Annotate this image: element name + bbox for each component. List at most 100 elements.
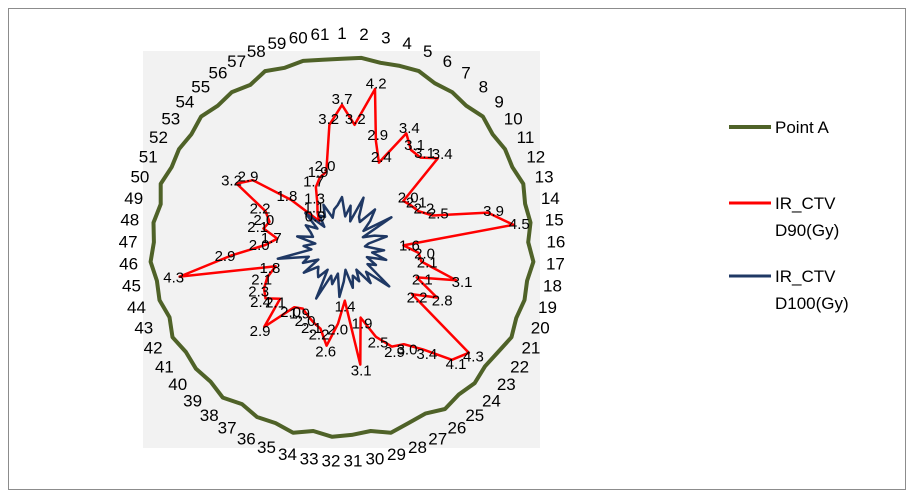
category-label: 28 <box>408 438 427 457</box>
category-label: 8 <box>479 77 488 96</box>
category-label: 37 <box>218 419 237 438</box>
data-label: 2.4 <box>371 149 392 166</box>
category-label: 35 <box>257 438 276 457</box>
data-label: 4.2 <box>366 75 387 92</box>
series-line-1 <box>148 55 536 439</box>
series-line-2 <box>178 87 515 366</box>
category-label: 29 <box>387 445 406 464</box>
data-label: 3.0 <box>397 341 418 358</box>
category-label: 33 <box>300 450 319 469</box>
category-label: 19 <box>538 298 557 317</box>
category-label: 24 <box>482 391 501 410</box>
data-label: 1.4 <box>335 299 356 316</box>
data-label: 2.1 <box>406 194 427 211</box>
category-label: 38 <box>200 406 219 425</box>
category-label: 2 <box>359 25 368 44</box>
category-label: 50 <box>130 168 149 187</box>
category-label: 22 <box>510 358 529 377</box>
data-label: 2.6 <box>315 344 336 361</box>
category-label: 27 <box>428 429 447 448</box>
data-label: 2.9 <box>367 127 388 144</box>
data-label: 1.9 <box>352 315 373 332</box>
data-label: 1.7 <box>261 230 282 247</box>
data-label: 2.9 <box>250 323 271 340</box>
series-line-3 <box>276 195 393 300</box>
data-label: 3.2 <box>345 111 366 128</box>
data-label: 2.1 <box>251 272 272 289</box>
category-label: 40 <box>168 375 187 394</box>
category-label: 15 <box>545 211 564 230</box>
category-label: 6 <box>443 52 452 71</box>
category-label: 9 <box>494 93 503 112</box>
category-label: 11 <box>517 128 535 147</box>
data-label: 3.1 <box>414 145 435 162</box>
category-label: 25 <box>465 406 484 425</box>
data-label: 4.5 <box>509 216 530 233</box>
data-label: 2.0 <box>315 158 336 175</box>
data-label: 3.4 <box>399 120 420 137</box>
data-label: 2.0 <box>398 189 419 206</box>
data-label: 2.1 <box>247 219 268 236</box>
data-label: 2.1 <box>417 255 438 272</box>
category-label: 56 <box>209 64 228 83</box>
plot-area <box>143 51 540 448</box>
data-label: 4.1 <box>446 356 467 373</box>
category-label: 13 <box>535 168 554 187</box>
category-label: 60 <box>289 29 308 48</box>
data-label: 1.9 <box>289 306 310 323</box>
data-label: 2.2 <box>250 201 271 218</box>
category-label: 51 <box>139 147 158 166</box>
category-label: 39 <box>183 391 202 410</box>
data-label: 2.4 <box>250 294 271 311</box>
category-label: 4 <box>402 34 411 53</box>
category-label: 12 <box>526 147 545 166</box>
data-label: 1.9 <box>308 164 329 181</box>
category-label: 46 <box>119 255 138 274</box>
category-label: 26 <box>447 419 466 438</box>
data-labels: 3.73.24.22.92.43.43.13.13.42.02.12.22.5 3… <box>163 75 529 379</box>
legend: Point A IR_CTV D90(Gy) IR_CTV D100(Gy) <box>729 118 849 313</box>
category-label: 30 <box>365 450 384 469</box>
series-layer <box>148 55 536 439</box>
category-label: 21 <box>521 339 540 358</box>
data-label: 3.7 <box>332 91 353 108</box>
category-label: 44 <box>127 298 146 317</box>
data-label: 3.4 <box>432 146 453 163</box>
data-label: 2.0 <box>295 313 316 330</box>
data-label: 1.3 <box>304 190 325 207</box>
data-label: 2.1 <box>412 272 433 289</box>
category-label: 1 <box>337 24 346 43</box>
data-label: 2.0 <box>280 304 301 321</box>
legend-label: IR_CTV <box>775 194 836 213</box>
data-label: 2.8 <box>432 292 453 309</box>
category-label: 32 <box>322 452 341 471</box>
category-label: 36 <box>237 429 256 448</box>
chart-frame: 1 2 3 4 5 6 7 8 9 10 11 12 13 14 15 16 17 18 19 20 21 22 23 24 2… <box>8 8 906 490</box>
data-label: 1.6 <box>399 237 420 254</box>
category-label: 43 <box>134 319 153 338</box>
data-label: 2.1 <box>265 295 286 312</box>
category-label: 34 <box>278 445 297 464</box>
data-label: 2.9 <box>238 169 259 186</box>
category-label: 45 <box>122 276 141 295</box>
category-label: 59 <box>267 34 286 53</box>
data-label: 1.7 <box>303 174 324 191</box>
data-label: 2.2 <box>407 290 428 307</box>
category-label: 57 <box>227 52 246 71</box>
data-label: 1.1 <box>304 200 325 217</box>
data-label: 2.0 <box>327 322 348 339</box>
category-label: 31 <box>344 452 363 471</box>
radar-chart: 1 2 3 4 567891011121314151617181920212223242… <box>119 24 849 471</box>
category-label: 20 <box>531 319 550 338</box>
data-label: 2.0 <box>414 245 435 262</box>
data-label: 3.2 <box>318 111 339 128</box>
data-label: 3.9 <box>483 203 504 220</box>
category-label: 52 <box>149 128 168 147</box>
category-label: 41 <box>155 358 174 377</box>
data-label: 3.2 <box>221 173 242 190</box>
data-label: 3.1 <box>452 274 473 291</box>
category-labels: 1 2 3 4 567891011121314151617181920212223242… <box>119 24 566 471</box>
legend-label: D90(Gy) <box>775 221 839 240</box>
legend-label: D100(Gy) <box>775 294 849 313</box>
category-label: 10 <box>504 110 523 129</box>
